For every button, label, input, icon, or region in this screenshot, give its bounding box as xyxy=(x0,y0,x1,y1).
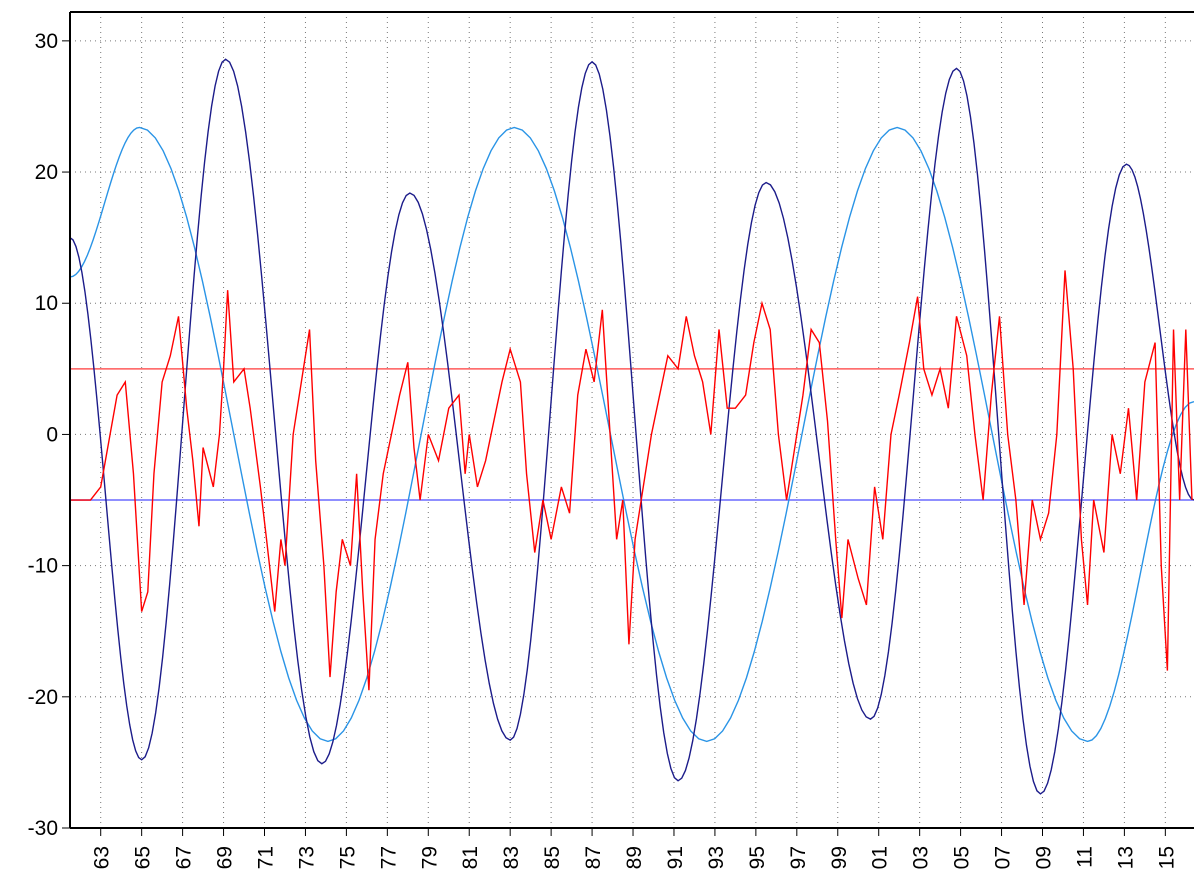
y-tick-label: -20 xyxy=(28,686,58,709)
x-tick-label: 77 xyxy=(377,846,400,869)
x-tick-label: 83 xyxy=(500,846,523,869)
x-tick-label: 01 xyxy=(869,846,892,869)
x-tick-label: 07 xyxy=(992,846,1015,869)
x-tick-label: 05 xyxy=(951,846,974,869)
x-tick-label: 97 xyxy=(787,846,810,869)
series-line xyxy=(70,270,1193,691)
x-tick-label: 87 xyxy=(582,846,605,869)
x-tick-label: 71 xyxy=(254,846,277,869)
x-tick-label: 85 xyxy=(541,846,564,869)
y-tick-label: 0 xyxy=(46,423,58,446)
x-tick-label: 89 xyxy=(623,846,646,869)
y-tick-label: 20 xyxy=(35,161,58,184)
x-tick-label: 75 xyxy=(336,846,359,869)
x-tick-label: 93 xyxy=(705,846,728,869)
x-tick-label: 65 xyxy=(132,846,155,869)
x-tick-label: 09 xyxy=(1032,846,1055,869)
x-tick-label: 03 xyxy=(910,846,933,869)
x-tick-label: 81 xyxy=(459,846,482,869)
y-tick-label: 30 xyxy=(35,30,58,53)
x-tick-label: 95 xyxy=(746,846,769,869)
x-tick-label: 91 xyxy=(664,846,687,869)
x-tick-label: 15 xyxy=(1155,846,1178,869)
y-tick-label: -30 xyxy=(28,817,58,840)
x-tick-label: 63 xyxy=(91,846,114,869)
x-tick-label: 69 xyxy=(214,846,237,869)
series-line xyxy=(70,58,1194,795)
x-tick-label: 67 xyxy=(173,846,196,869)
x-tick-label: 99 xyxy=(828,846,851,869)
x-tick-label: 11 xyxy=(1073,846,1096,868)
x-tick-label: 79 xyxy=(418,846,441,869)
y-tick-label: -10 xyxy=(28,555,58,578)
x-tick-label: 13 xyxy=(1114,846,1137,869)
x-tick-label: 73 xyxy=(295,846,318,869)
y-tick-label: 10 xyxy=(35,292,58,315)
